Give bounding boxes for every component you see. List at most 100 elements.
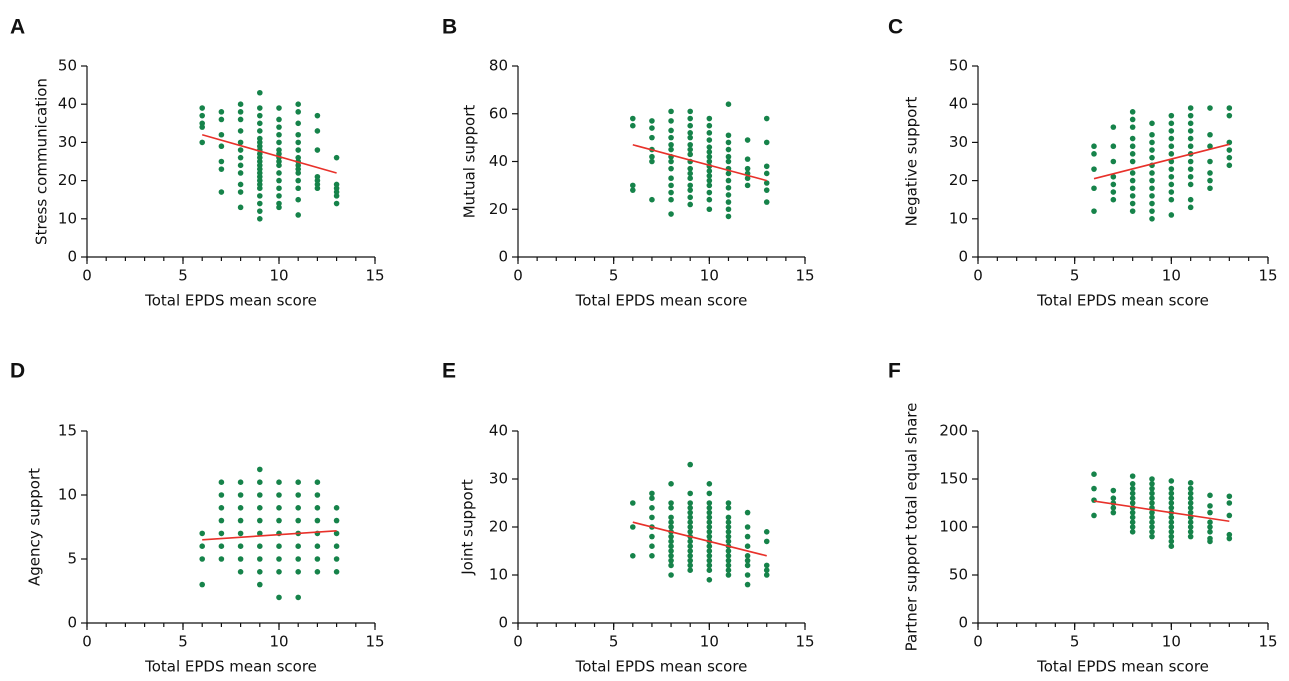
fit-line (1093, 500, 1230, 523)
point (1207, 177, 1213, 184)
point (237, 517, 244, 524)
x-axis-label: Total EPDS mean score (144, 658, 317, 676)
point (276, 517, 282, 524)
point (668, 127, 674, 134)
point (1187, 533, 1194, 540)
point (237, 189, 244, 195)
point (1187, 485, 1194, 492)
point (218, 492, 225, 498)
y-tick-label: 10 (58, 209, 77, 227)
point (649, 196, 655, 203)
point (1207, 492, 1213, 499)
y-tick-label: 30 (58, 133, 77, 151)
point (706, 177, 713, 184)
point (649, 134, 655, 141)
point (687, 500, 693, 506)
point (1129, 519, 1136, 525)
point (199, 112, 205, 119)
point (295, 594, 302, 601)
point (1129, 514, 1136, 521)
y-axis-label: Negative support (903, 97, 921, 227)
x-tick-label: 15 (795, 267, 814, 285)
point (763, 529, 770, 535)
point (314, 569, 321, 575)
point (687, 538, 693, 545)
point (687, 505, 693, 511)
point (295, 131, 302, 138)
x-axis-label: Total EPDS mean score (1036, 658, 1209, 676)
point (725, 101, 732, 107)
point (725, 538, 732, 545)
point (237, 101, 244, 107)
point (1207, 185, 1213, 192)
point (1110, 143, 1117, 150)
point (668, 481, 674, 487)
point (706, 562, 713, 569)
y-tick-label: 200 (939, 422, 968, 440)
point (630, 524, 636, 530)
point (1149, 185, 1155, 192)
point (295, 101, 302, 107)
point (630, 115, 636, 122)
point (1187, 509, 1194, 516)
point (763, 199, 770, 205)
point (314, 147, 321, 153)
point (218, 131, 225, 138)
point (257, 112, 263, 119)
point (725, 199, 732, 205)
point (1168, 212, 1175, 218)
x-tick-label: 0 (82, 633, 92, 651)
point (687, 187, 693, 193)
point (649, 118, 655, 124)
point (744, 509, 751, 516)
point (706, 490, 713, 497)
point (1168, 196, 1175, 203)
point (295, 177, 302, 184)
point (314, 479, 321, 486)
x-tick-label: 10 (700, 267, 719, 285)
point (725, 529, 732, 535)
point (1187, 524, 1194, 530)
point (1226, 500, 1233, 506)
point (237, 162, 244, 169)
point (1129, 151, 1136, 157)
point (725, 213, 732, 220)
point (687, 108, 693, 115)
point (668, 146, 674, 153)
point (1187, 173, 1194, 180)
point (276, 594, 282, 601)
point (237, 530, 244, 537)
point (1110, 509, 1117, 516)
point (630, 122, 636, 129)
point (1187, 490, 1194, 497)
x-tick-label: 0 (82, 267, 92, 285)
y-tick-label: 20 (949, 171, 968, 189)
panel-label: C (888, 16, 903, 39)
point (706, 529, 713, 535)
point (1187, 519, 1194, 525)
point (218, 556, 225, 562)
point (1187, 143, 1194, 150)
y-tick-label: 0 (67, 248, 77, 266)
point (668, 538, 674, 545)
point (1149, 216, 1155, 222)
y-axis-label: Mutual support (461, 105, 479, 219)
point (1091, 151, 1097, 157)
point (314, 556, 321, 562)
point (725, 572, 732, 578)
point (1129, 485, 1136, 492)
point (687, 524, 693, 530)
point (668, 553, 674, 559)
panel-label: F (888, 360, 901, 383)
point (725, 548, 732, 554)
point (1149, 170, 1155, 176)
point (1187, 135, 1194, 142)
point (706, 122, 713, 129)
point (706, 182, 713, 189)
point (1226, 105, 1233, 111)
point (706, 533, 713, 540)
x-axis-label: Total EPDS mean score (1036, 292, 1209, 310)
point (237, 556, 244, 562)
x-tick-label: 15 (795, 633, 814, 651)
point (333, 193, 340, 199)
